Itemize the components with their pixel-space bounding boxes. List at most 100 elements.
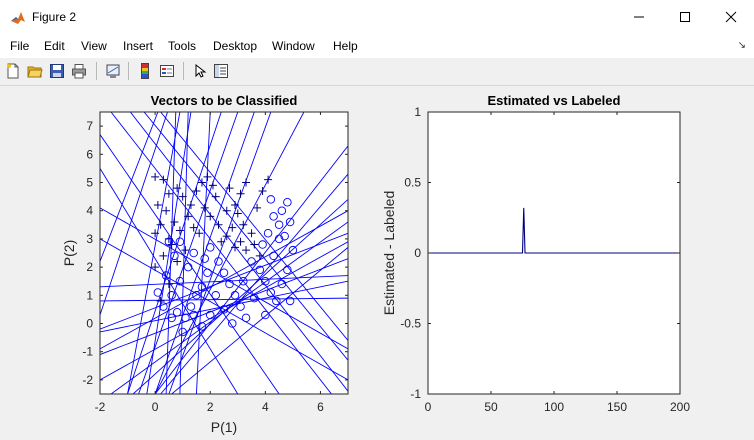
decision-line	[100, 112, 159, 262]
circle-marker	[239, 276, 248, 286]
decision-line	[132, 199, 348, 394]
x-tick-label: 100	[544, 400, 564, 414]
y-tick-label: 1	[86, 288, 93, 302]
close-icon	[725, 11, 737, 23]
menu-desktop[interactable]: Desktop	[213, 39, 258, 53]
plus-marker	[164, 280, 173, 289]
plus-marker	[264, 175, 273, 184]
plus-marker	[151, 229, 160, 238]
circle-marker	[266, 195, 276, 204]
circle-marker	[277, 279, 287, 289]
menu-insert[interactable]: Insert	[123, 39, 154, 53]
y-tick-label: 1	[414, 105, 421, 119]
insert-legend-button[interactable]	[157, 61, 177, 81]
circle-marker	[219, 268, 229, 277]
circle-marker	[261, 310, 270, 320]
circle-marker	[205, 243, 215, 252]
axes-2-x-ticks: 0 50 100 150 200	[425, 112, 690, 414]
circle-marker	[272, 296, 281, 306]
axes-1-background[interactable]	[100, 112, 348, 394]
open-file-button[interactable]	[25, 61, 45, 81]
plus-marker	[236, 237, 245, 246]
new-figure-button[interactable]	[3, 61, 23, 81]
decision-line	[168, 112, 272, 394]
y-tick-label: 2	[86, 260, 93, 274]
circle-marker	[197, 282, 207, 292]
maximize-button[interactable]	[662, 0, 708, 34]
edit-plot-button[interactable]	[189, 61, 209, 81]
circle-marker	[285, 296, 295, 306]
y-tick-label: 5	[86, 176, 93, 190]
decision-line	[154, 112, 305, 394]
x-tick-label: 4	[262, 400, 269, 414]
y-tick-label: -1	[82, 345, 93, 359]
plus-marker	[186, 201, 195, 210]
dock-arrow-icon[interactable]: ↘	[737, 40, 746, 51]
error-series-line	[428, 207, 680, 254]
circle-marker	[205, 310, 215, 320]
plus-marker	[231, 243, 240, 252]
plus-marker	[195, 229, 204, 238]
x-tick-label: 0	[152, 400, 159, 414]
plus-marker	[225, 184, 234, 193]
property-inspector-button[interactable]	[211, 61, 231, 81]
circle-marker	[247, 257, 256, 266]
decision-line	[179, 112, 189, 394]
circle-marker	[241, 313, 251, 323]
new-figure-icon	[7, 63, 19, 79]
menu-tools[interactable]: Tools	[168, 39, 197, 53]
circle-marker	[192, 291, 201, 300]
decision-line	[154, 112, 255, 394]
decision-line	[129, 112, 348, 392]
circle-marker	[200, 254, 209, 263]
x-tick-label: 50	[484, 400, 498, 414]
circle-marker	[228, 319, 237, 328]
plus-marker	[151, 172, 160, 181]
circle-marker	[274, 234, 284, 244]
link-plot-icon	[106, 64, 120, 78]
circle-marker	[283, 265, 292, 275]
maximize-icon	[680, 12, 690, 22]
decision-line	[143, 112, 348, 361]
minimize-button[interactable]	[616, 0, 662, 34]
circle-marker	[181, 313, 190, 323]
minimize-icon	[634, 16, 644, 18]
save-button[interactable]	[47, 61, 67, 81]
close-button[interactable]	[708, 0, 754, 34]
title-bar: Figure 2	[0, 0, 754, 34]
y-tick-label: 3	[86, 232, 93, 246]
y-tick-label: -1	[410, 387, 421, 401]
plus-marker	[156, 220, 165, 229]
insert-colorbar-button[interactable]	[135, 61, 155, 81]
circle-marker	[186, 302, 196, 311]
link-plot-button[interactable]	[103, 61, 123, 81]
matlab-icon	[11, 12, 25, 24]
plus-marker	[173, 184, 182, 193]
plus-marker	[192, 186, 201, 195]
x-tick-label: 6	[317, 400, 324, 414]
circle-marker	[197, 322, 207, 331]
plus-marker	[159, 175, 168, 184]
circle-marker	[170, 251, 179, 261]
menu-window[interactable]: Window	[272, 39, 315, 53]
menu-view[interactable]: View	[81, 39, 107, 53]
menu-help[interactable]: Help	[333, 39, 358, 53]
plots-canvas[interactable]: Vectors to be Classified -2 0 2 4 6 -2 -1 0 1 2 3…	[2, 86, 752, 438]
plus-marker	[214, 220, 223, 229]
decision-line	[100, 238, 348, 381]
circle-marker	[250, 293, 259, 303]
print-button[interactable]	[69, 61, 89, 81]
plus-marker	[151, 263, 160, 272]
toolbar-separator	[183, 62, 184, 80]
circle-marker	[274, 220, 284, 230]
plus-marker	[211, 192, 220, 201]
circle-marker	[178, 327, 187, 337]
figure-toolbar	[0, 58, 754, 86]
circle-marker	[189, 248, 198, 258]
circle-marker	[161, 271, 171, 280]
plus-marker	[159, 251, 168, 260]
menu-file[interactable]: File	[10, 39, 30, 53]
menu-edit[interactable]: Edit	[44, 39, 65, 53]
circle-marker	[263, 229, 273, 238]
decision-line	[146, 112, 192, 394]
